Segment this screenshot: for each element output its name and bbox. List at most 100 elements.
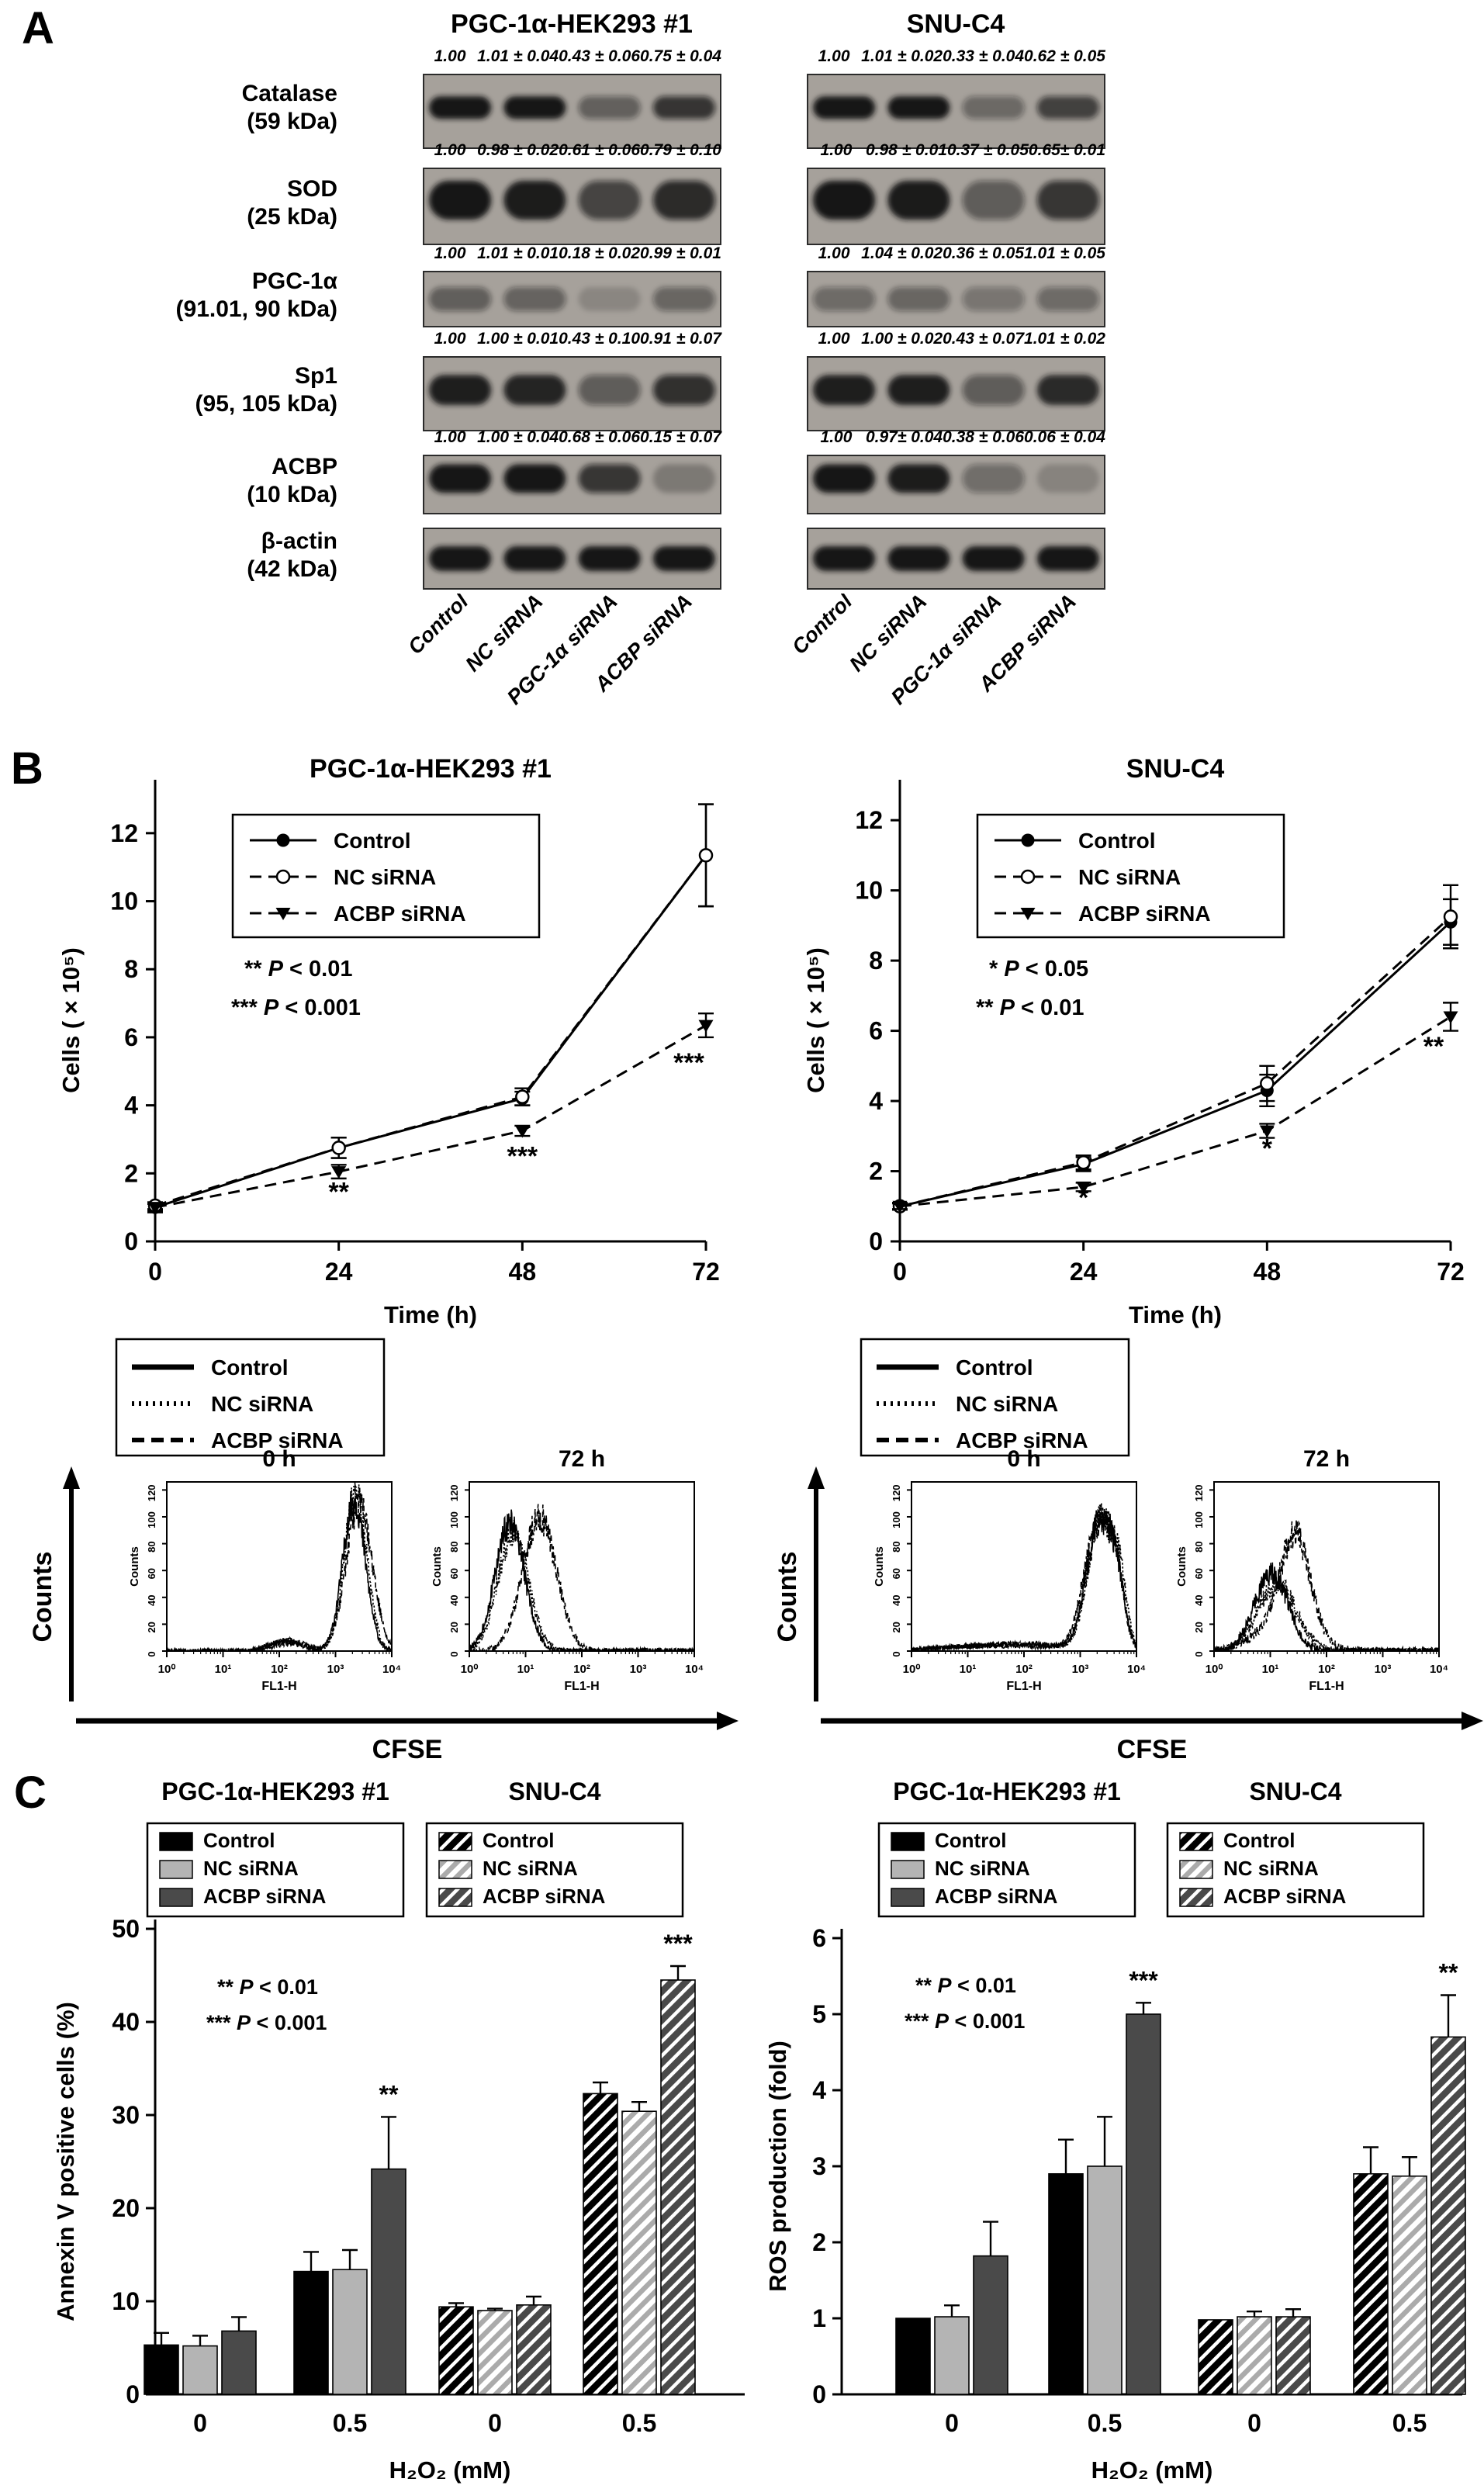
p-value-note: ** P < 0.01: [217, 1975, 318, 1999]
band-value: 0.68 ± 0.06: [559, 428, 641, 446]
band-value: 0.61 ± 0.06: [559, 141, 641, 159]
significance-marker: ***: [507, 1141, 538, 1171]
x-tick-label: 24: [325, 1258, 353, 1286]
band-value: 1.00: [820, 428, 853, 446]
hist-y-label: Counts: [1175, 1546, 1188, 1587]
hist-title: 72 h: [1303, 1446, 1350, 1472]
band-value: 1.00 ± 0.04: [477, 428, 559, 446]
protein-kda: (91.01, 90 kDa): [175, 296, 337, 322]
hist-y-tick: 40: [146, 1595, 157, 1606]
p-value-note: *** P < 0.001: [231, 995, 361, 1020]
band-value: 1.01 ± 0.02: [861, 47, 943, 65]
hist-y-label: Counts: [873, 1546, 886, 1587]
hist-x-tick: 10⁴: [382, 1663, 401, 1676]
flow-x-axis-label: CFSE: [1117, 1735, 1188, 1761]
y-tick-label: 4: [869, 1087, 883, 1115]
bar-legend-label: Control: [1223, 1829, 1295, 1852]
hist-y-tick: 0: [891, 1651, 902, 1656]
hist-y-tick: 80: [891, 1541, 902, 1552]
hist-y-tick: 40: [891, 1595, 902, 1606]
bar-group-label: 0: [488, 2409, 502, 2437]
hist-title: 72 h: [559, 1446, 605, 1472]
bar-y-tick: 5: [812, 2000, 826, 2028]
panel-a-label: A: [22, 3, 54, 54]
hist-y-tick: 60: [1193, 1568, 1205, 1579]
bar-y-tick: 1: [812, 2304, 826, 2332]
protein-name: Catalase: [241, 81, 337, 106]
hist-x-label: FL1-H: [1309, 1680, 1344, 1693]
x-tick-label: 48: [1254, 1258, 1282, 1286]
densitometry-values: 1.00 0.98 ± 0.01 0.37 ± 0.05 0.65± 0.01: [807, 141, 1105, 160]
y-axis-label: Cells ( × 10⁵): [57, 947, 85, 1093]
annexin-bar-chart: PGC-1α-HEK293 #1 SNU-C4 Control NC siRNA ACB…: [52, 1778, 745, 2484]
protein-kda: (95, 105 kDa): [195, 391, 337, 417]
y-tick-label: 0: [124, 1227, 138, 1255]
flow-legend-label: NC siRNA: [956, 1392, 1058, 1416]
hist-title: 0 h: [1007, 1446, 1040, 1472]
bar-group-label: 0: [193, 2409, 207, 2437]
hist-y-tick: 100: [891, 1511, 902, 1528]
legend-label: Control: [334, 829, 411, 853]
hist-y-tick: 60: [448, 1568, 460, 1579]
y-tick-label: 6: [869, 1017, 883, 1045]
densitometry-values: 1.00 0.98 ± 0.02 0.61 ± 0.06 0.79 ± 0.10: [423, 141, 721, 160]
hist-x-tick: 10⁰: [1206, 1663, 1223, 1676]
x-tick-label: 72: [1437, 1258, 1465, 1286]
column-title-0: PGC-1α-HEK293 #1: [451, 9, 693, 39]
y-tick-label: 10: [855, 877, 883, 905]
western-blot-image: [423, 455, 721, 514]
band-value: 0.15 ± 0.07: [640, 428, 721, 446]
band-value: 0.43 ± 0.07: [943, 330, 1025, 348]
hist-x-tick: 10⁴: [1127, 1663, 1146, 1676]
ros-bar-chart: PGC-1α-HEK293 #1 SNU-C4 Control NC siRNA ACB…: [764, 1778, 1466, 2484]
western-blot-image: [423, 168, 721, 245]
band-value: 1.00: [818, 330, 850, 348]
hist-x-label: FL1-H: [261, 1680, 296, 1693]
bar-group-label: 0.5: [1392, 2409, 1427, 2437]
legend-label: ACBP siRNA: [334, 902, 466, 926]
bar-legend-label: ACBP siRNA: [935, 1885, 1058, 1908]
column-title-1: SNU-C4: [906, 9, 1005, 39]
hist-y-tick: 80: [1193, 1541, 1205, 1552]
chart-title: SNU-C4: [1126, 754, 1225, 784]
x-tick-label: 48: [509, 1258, 537, 1286]
hist-y-tick: 60: [891, 1568, 902, 1579]
bar-group-label: 0.5: [1088, 2409, 1122, 2437]
bar-y-tick: 10: [112, 2287, 140, 2315]
band-value: 0.98 ± 0.02: [477, 141, 559, 159]
hist-x-tick: 10³: [327, 1663, 344, 1676]
protein-name: PGC-1α: [251, 268, 337, 294]
bar-x-axis-label: H₂O₂ (mM): [1091, 2456, 1213, 2484]
band-value: 0.38 ± 0.06: [943, 428, 1025, 446]
bar-y-tick: 6: [812, 1924, 826, 1952]
flow-y-axis-label: Counts: [31, 1551, 57, 1642]
hist-x-tick: 10¹: [215, 1663, 232, 1676]
bar-y-tick: 3: [812, 2152, 826, 2180]
hist-y-tick: 80: [448, 1541, 460, 1552]
bar-y-tick: 50: [112, 1915, 140, 1943]
hist-x-tick: 10²: [1015, 1663, 1033, 1676]
western-blot-image: [807, 528, 1105, 590]
bar-legend-label: ACBP siRNA: [203, 1885, 327, 1908]
band-value: 0.33 ± 0.04: [943, 47, 1025, 65]
protein-name: Sp1: [294, 363, 337, 389]
y-axis-label: Cells ( × 10⁵): [802, 947, 829, 1093]
flow-legend-label: NC siRNA: [211, 1392, 313, 1416]
band-value: 0.98 ± 0.01: [865, 141, 947, 159]
densitometry-values: 1.00 1.01 ± 0.02 0.33 ± 0.04 0.62 ± 0.05: [807, 47, 1105, 66]
flow-legend-label: ACBP siRNA: [956, 1428, 1088, 1452]
western-blot-image: [423, 528, 721, 590]
bar-group-label: 0.5: [622, 2409, 656, 2437]
band-value: 0.97± 0.04: [865, 428, 943, 446]
densitometry-values: 1.00 1.01 ± 0.04 0.43 ± 0.06 0.75 ± 0.04: [423, 47, 721, 66]
blot-row-label: Catalase (59 kDa): [0, 80, 392, 136]
band-value: 1.00: [434, 244, 466, 262]
hist-x-tick: 10²: [271, 1663, 288, 1676]
hist-y-tick: 20: [1193, 1622, 1205, 1632]
hist-y-label: Counts: [128, 1546, 141, 1587]
blot-row-label: Sp1 (95, 105 kDa): [0, 362, 392, 418]
flow-legend-label: Control: [956, 1355, 1033, 1380]
band-value: 1.00 ± 0.01: [477, 330, 559, 348]
